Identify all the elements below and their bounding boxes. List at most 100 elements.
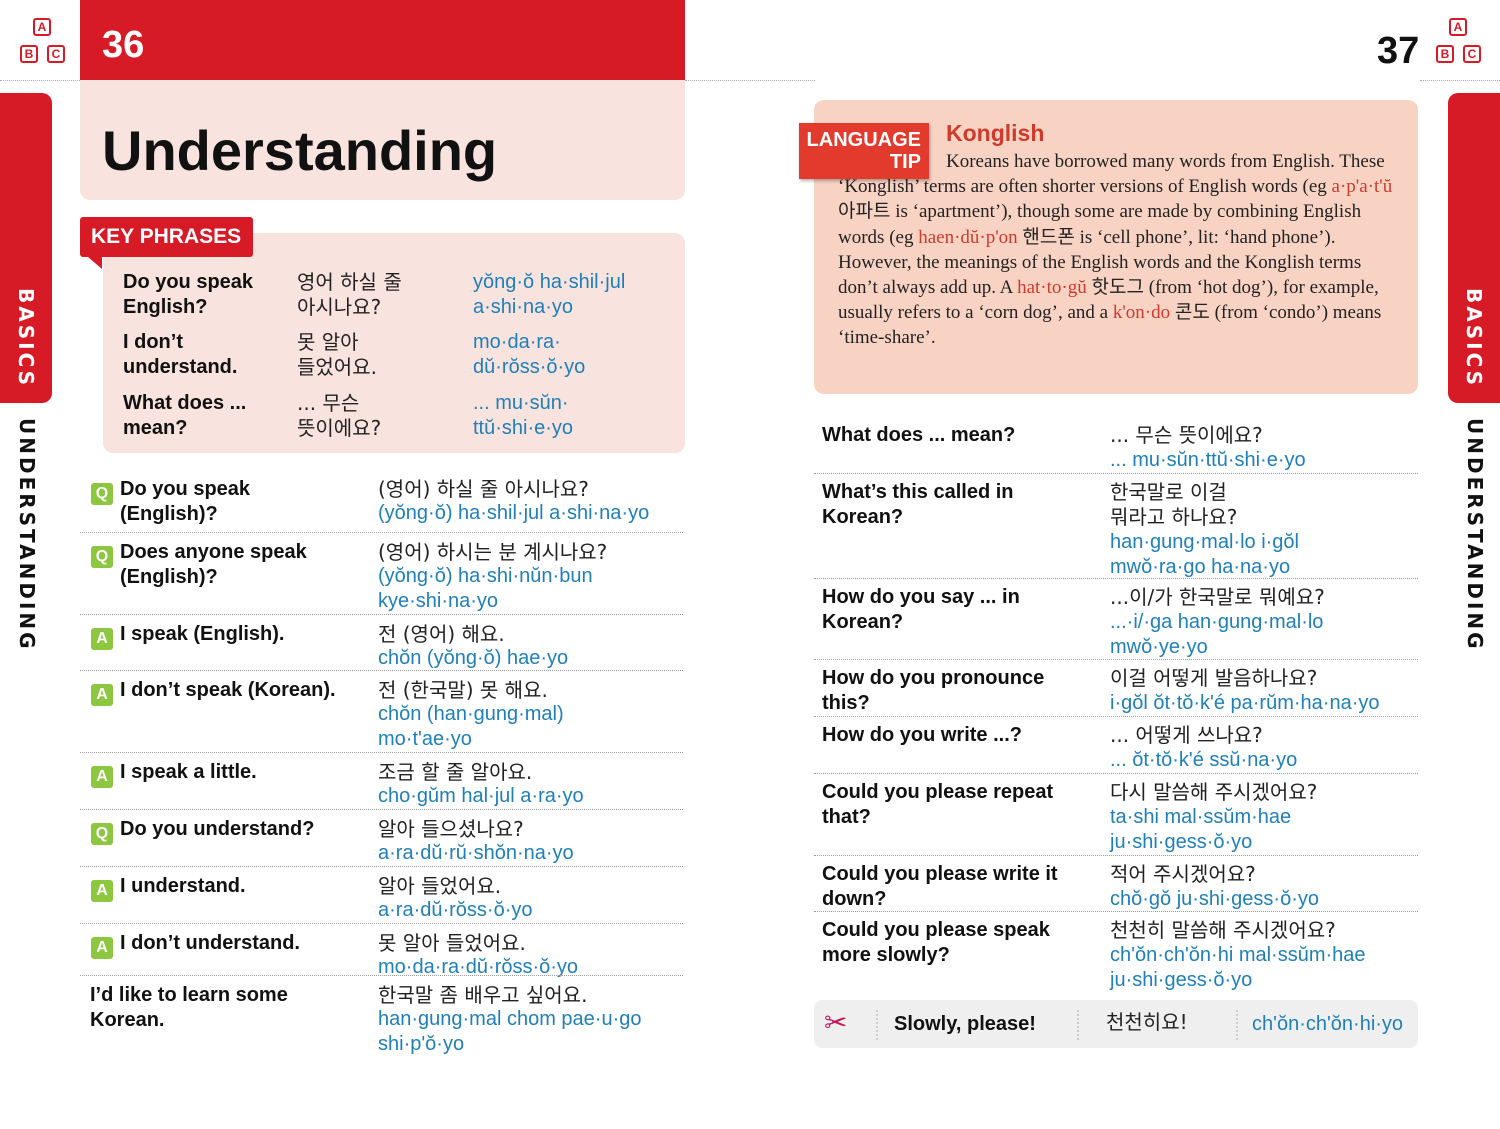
answer-badge-icon: A <box>91 937 113 959</box>
divider <box>814 473 1418 474</box>
phrase-romanization: cho·gŭm hal·jul a·ra·yo <box>378 785 584 807</box>
divider <box>80 975 683 976</box>
tip-text-part: 핸드폰 is ‘cell phone’, lit: ‘hand phone’).… <box>838 226 1362 299</box>
side-tab-basics[interactable]: BASICS <box>0 93 52 403</box>
phrase-english: How do you write ...? <box>822 724 1022 746</box>
block-a: A <box>1449 18 1467 36</box>
divider <box>80 923 683 924</box>
question-badge-icon: Q <box>91 546 113 568</box>
phrase-romanization: (yŏng·ŏ) ha·shil·jul a·shi·na·yo <box>378 502 650 524</box>
phrase-romanization: ...·i/·ga han·gung·mal·lo mwŏ·ye·yo <box>1110 611 1324 658</box>
tip-text-part: 핫도그 (from ‘hot dog’), for example, usual… <box>838 277 1379 324</box>
phrase-english: Do you speak (English)? <box>120 478 251 525</box>
phrase-english: How do you pronounce this? <box>822 667 1045 714</box>
phrase-romanization: (yŏng·ŏ) ha·shi·nŭn·bun kye·shi·na·yo <box>378 565 593 612</box>
phrase-english: Could you please speak more slowly? <box>822 919 1050 966</box>
side-tab-basics[interactable]: BASICS <box>1448 93 1500 403</box>
label-tail <box>88 257 102 269</box>
key-phrase-romanization: yŏng·ŏ ha·shil·jul a·shi·na·yo <box>473 271 626 318</box>
divider <box>685 80 815 81</box>
phrase-english: I speak a little. <box>120 761 257 783</box>
phrase-english: What does ... mean? <box>822 424 1016 446</box>
phrase-english: Do you understand? <box>120 818 315 840</box>
phrase-romanization: a·ra·dŭ·rŏss·ŏ·yo <box>378 899 533 921</box>
divider <box>80 866 683 867</box>
divider <box>1420 80 1500 81</box>
key-phrase-korean: 못 알아 들었어요. <box>297 330 377 379</box>
block-c: C <box>1463 45 1481 63</box>
language-tip-label: LANGUAGE TIP <box>799 123 929 179</box>
phrase-romanization: han·gung·mal chom pae·u·go shi·p'ŏ·yo <box>378 1008 642 1055</box>
phrase-korean: ...이/가 한국말로 뭐예요? <box>1110 585 1325 609</box>
section-label: UNDERSTANDING <box>1463 418 1487 652</box>
phrase-romanization: chŏ·gŏ ju·shi·gess·ŏ·yo <box>1110 888 1319 910</box>
divider <box>814 773 1418 774</box>
tip-text: Koreans have borrowed many words from En… <box>838 149 1398 351</box>
block-c: C <box>47 45 65 63</box>
phrase-korean: (영어) 하시는 분 계시나요? <box>378 540 608 564</box>
cut-ko: 천천히요! <box>1106 1010 1188 1034</box>
phrase-korean: (영어) 하실 줄 아시나요? <box>378 477 589 501</box>
phrase-english: How do you say ... in Korean? <box>822 586 1020 633</box>
tip-label-line1: LANGUAGE <box>806 129 921 151</box>
cut-en: Slowly, please! <box>894 1013 1036 1035</box>
block-a: A <box>33 18 51 36</box>
phrase-romanization: i·gŏl ŏt·tŏ·k'é pa·rŭm·ha·na·yo <box>1110 692 1380 714</box>
phrase-english: I don’t speak (Korean). <box>120 679 336 701</box>
tip-text-part: 콘도 (from ‘condo’) means ‘time-share’. <box>838 302 1382 349</box>
tip-romanization: a·p'a·t'ŭ <box>1331 176 1393 198</box>
divider <box>814 659 1418 660</box>
tip-romanization: hat·to·gŭ <box>1017 277 1087 299</box>
header-bar: 36 <box>80 0 685 80</box>
phrase-korean: ... 어떻게 쓰나요? <box>1110 723 1263 747</box>
phrase-english: Could you please repeat that? <box>822 781 1054 828</box>
scissors-icon: ✂ <box>824 1006 848 1039</box>
key-phrases-box <box>103 233 685 453</box>
phrase-korean: 적어 주시겠어요? <box>1110 862 1256 886</box>
answer-badge-icon: A <box>91 684 113 706</box>
abc-blocks-icon: A B C <box>1434 18 1484 68</box>
divider <box>80 614 683 615</box>
key-phrase-romanization: ... mu·sŭn· ttŭ·shi·e·yo <box>473 392 574 439</box>
phrase-english: I understand. <box>120 875 246 897</box>
phrase-romanization: a·ra·dŭ·rŭ·shŏn·na·yo <box>378 842 574 864</box>
phrase-korean: 천천히 말씀해 주시겠어요? <box>1110 918 1336 942</box>
phrase-english: I’d like to learn some Korean. <box>90 984 288 1031</box>
title-box: Understanding <box>80 80 685 200</box>
side-tab-label: BASICS <box>1462 288 1486 389</box>
page-number: 36 <box>102 24 145 66</box>
phrase-romanization: mo·da·ra·dŭ·rŏss·ŏ·yo <box>378 956 579 978</box>
divider <box>0 80 80 81</box>
tip-romanization: haen·dŭ·p'on <box>918 226 1018 248</box>
block-b: B <box>20 45 38 63</box>
phrase-korean: 전 (한국말) 못 해요. <box>378 678 548 702</box>
tip-label-line2: TIP <box>889 151 921 173</box>
phrase-korean: 한국말 좀 배우고 싶어요. <box>378 983 588 1007</box>
page-number: 37 <box>1377 30 1420 72</box>
answer-badge-icon: A <box>91 628 113 650</box>
phrase-korean: 이걸 어떻게 발음하나요? <box>1110 666 1318 690</box>
key-phrase-english: I don’t understand. <box>123 331 238 378</box>
cut-rom: ch'ŏn·ch'ŏn·hi·yo <box>1252 1013 1404 1035</box>
block-b: B <box>1436 45 1454 63</box>
phrase-romanization: ... mu·sŭn·ttŭ·shi·e·yo <box>1110 449 1306 471</box>
phrase-romanization: chŏn (han·gung·mal) mo·t'ae·yo <box>378 703 564 750</box>
phrase-english: I don’t understand. <box>120 932 300 954</box>
key-phrase-korean: ... 무슨 뜻이에요? <box>297 391 382 440</box>
divider <box>814 716 1418 717</box>
side-tab-label: BASICS <box>14 288 38 389</box>
divider <box>814 578 1418 579</box>
phrase-english: I speak (English). <box>120 623 285 645</box>
key-phrase-english: Do you speak English? <box>123 271 254 318</box>
divider <box>814 855 1418 856</box>
phrase-korean: ... 무슨 뜻이에요? <box>1110 423 1263 447</box>
cut-out-phrase: ✂ Slowly, please! 천천히요! ch'ŏn·ch'ŏn·hi·y… <box>814 1000 1418 1048</box>
tip-romanization: k'on·do <box>1112 302 1171 324</box>
question-badge-icon: Q <box>91 483 113 505</box>
phrase-korean: 다시 말씀해 주시겠어요? <box>1110 780 1318 804</box>
section-label: UNDERSTANDING <box>15 418 39 652</box>
tip-text-part: Koreans have borrowed many words from En… <box>838 151 1385 198</box>
divider <box>814 911 1418 912</box>
phrase-korean: 조금 할 줄 알아요. <box>378 760 533 784</box>
divider <box>80 809 683 810</box>
